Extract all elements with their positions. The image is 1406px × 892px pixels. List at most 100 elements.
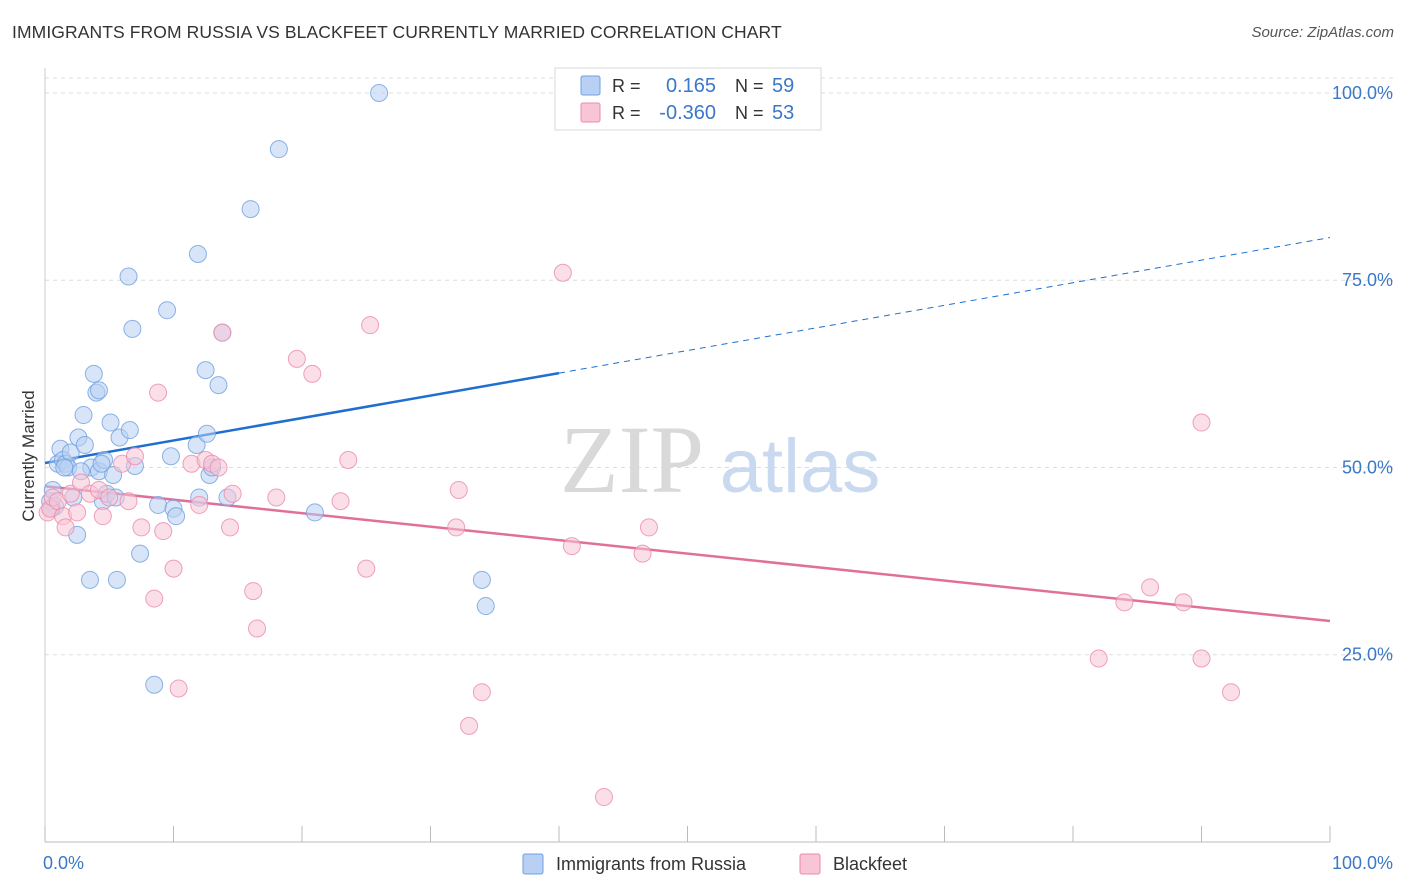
trend-line-blackfeet [44, 484, 1331, 623]
point-blackfeet [248, 619, 267, 638]
point-blackfeet [633, 544, 652, 563]
point-blackfeet [331, 492, 350, 511]
watermark-atlas: atlas [720, 424, 881, 509]
point-blackfeet [68, 503, 87, 522]
x-tick-labels: 0.0% 100.0% [43, 853, 1393, 873]
point-blackfeet [357, 559, 376, 578]
point-blackfeet [209, 458, 228, 477]
point-blackfeet [303, 364, 322, 383]
point-blackfeet [1089, 649, 1108, 668]
point-russia [476, 597, 495, 616]
point-blackfeet [190, 495, 209, 514]
point-russia [305, 503, 324, 522]
point-blackfeet [449, 480, 468, 499]
y-tick-label: 50.0% [1342, 457, 1393, 477]
point-blackfeet [132, 518, 151, 537]
point-blackfeet [1174, 593, 1193, 612]
legend-r-value: 0.165 [666, 75, 716, 97]
point-blackfeet [221, 518, 240, 537]
point-blackfeet [169, 679, 188, 698]
point-russia [161, 447, 180, 466]
point-blackfeet [125, 447, 144, 466]
legend-swatch-russia [580, 75, 601, 96]
axes [44, 68, 1331, 843]
point-blackfeet [639, 518, 658, 537]
point-russia [131, 544, 150, 563]
point-blackfeet [56, 518, 75, 537]
legend-n-label: N = [735, 76, 764, 96]
point-russia [89, 381, 108, 400]
watermark-zip: ZIP [560, 406, 704, 513]
y-axis-label: Currently Married [19, 390, 38, 521]
legend-label-russia: Immigrants from Russia [556, 854, 747, 874]
point-blackfeet [267, 488, 286, 507]
point-russia [74, 406, 93, 425]
point-russia [269, 140, 288, 159]
legend-swatch-blackfeet [580, 102, 601, 123]
watermark: ZIP atlas [560, 406, 880, 513]
point-russia [61, 443, 80, 462]
point-russia [80, 570, 99, 589]
legend-n-label: N = [735, 103, 764, 123]
point-blackfeet [213, 323, 232, 342]
legend-top: R = 0.165 N = 59 R = -0.360 N = 53 [554, 67, 822, 131]
point-blackfeet [339, 451, 358, 469]
point-russia [149, 495, 168, 514]
point-blackfeet [1141, 578, 1160, 597]
point-russia [107, 570, 126, 589]
point-blackfeet [164, 559, 183, 578]
point-russia [167, 507, 186, 526]
point-blackfeet [149, 383, 168, 402]
point-blackfeet [1115, 593, 1134, 612]
legend-n-value: 59 [772, 75, 794, 97]
point-blackfeet [553, 263, 572, 282]
trend-line-russia [44, 371, 560, 465]
point-russia [55, 458, 74, 477]
point-russia [145, 675, 164, 694]
point-blackfeet [594, 788, 613, 807]
point-russia [75, 436, 94, 455]
point-russia [119, 267, 138, 286]
grid-lines [45, 77, 1393, 656]
point-russia [158, 301, 177, 320]
point-blackfeet [361, 316, 380, 335]
point-blackfeet [562, 537, 581, 556]
legend-r-label: R = [612, 76, 641, 96]
point-blackfeet [1192, 413, 1211, 432]
point-blackfeet [244, 582, 263, 601]
point-russia [197, 424, 216, 443]
point-blackfeet [460, 716, 479, 735]
x-tick-label: 100.0% [1332, 853, 1393, 873]
point-russia [196, 361, 215, 380]
legend-r-value: -0.360 [659, 102, 716, 124]
point-blackfeet [1222, 683, 1241, 702]
y-tick-label: 75.0% [1342, 270, 1393, 290]
point-blackfeet [119, 492, 138, 511]
point-blackfeet [1192, 649, 1211, 668]
point-russia [92, 454, 111, 473]
point-blackfeet [154, 522, 173, 541]
point-blackfeet [447, 518, 466, 537]
point-blackfeet [93, 507, 112, 526]
legend-swatch-russia [522, 853, 544, 875]
point-blackfeet [287, 349, 306, 368]
legend-r-label: R = [612, 103, 641, 123]
trend-line-russia-extension [558, 237, 1331, 374]
point-blackfeet [100, 488, 119, 507]
point-blackfeet [472, 683, 491, 702]
legend-label-blackfeet: Blackfeet [833, 854, 907, 874]
data-points [38, 83, 1241, 807]
point-russia [187, 436, 206, 455]
point-russia [370, 83, 389, 102]
trend-lines [44, 237, 1331, 623]
point-russia [188, 245, 207, 264]
point-russia [241, 200, 260, 219]
point-russia [472, 570, 491, 589]
point-russia [101, 413, 120, 432]
legend-swatch-blackfeet [799, 853, 821, 875]
source-label: Source: ZipAtlas.com [1251, 24, 1394, 41]
point-blackfeet [145, 589, 164, 608]
point-russia [209, 376, 228, 395]
legend-bottom: Immigrants from Russia Blackfeet [522, 853, 907, 875]
